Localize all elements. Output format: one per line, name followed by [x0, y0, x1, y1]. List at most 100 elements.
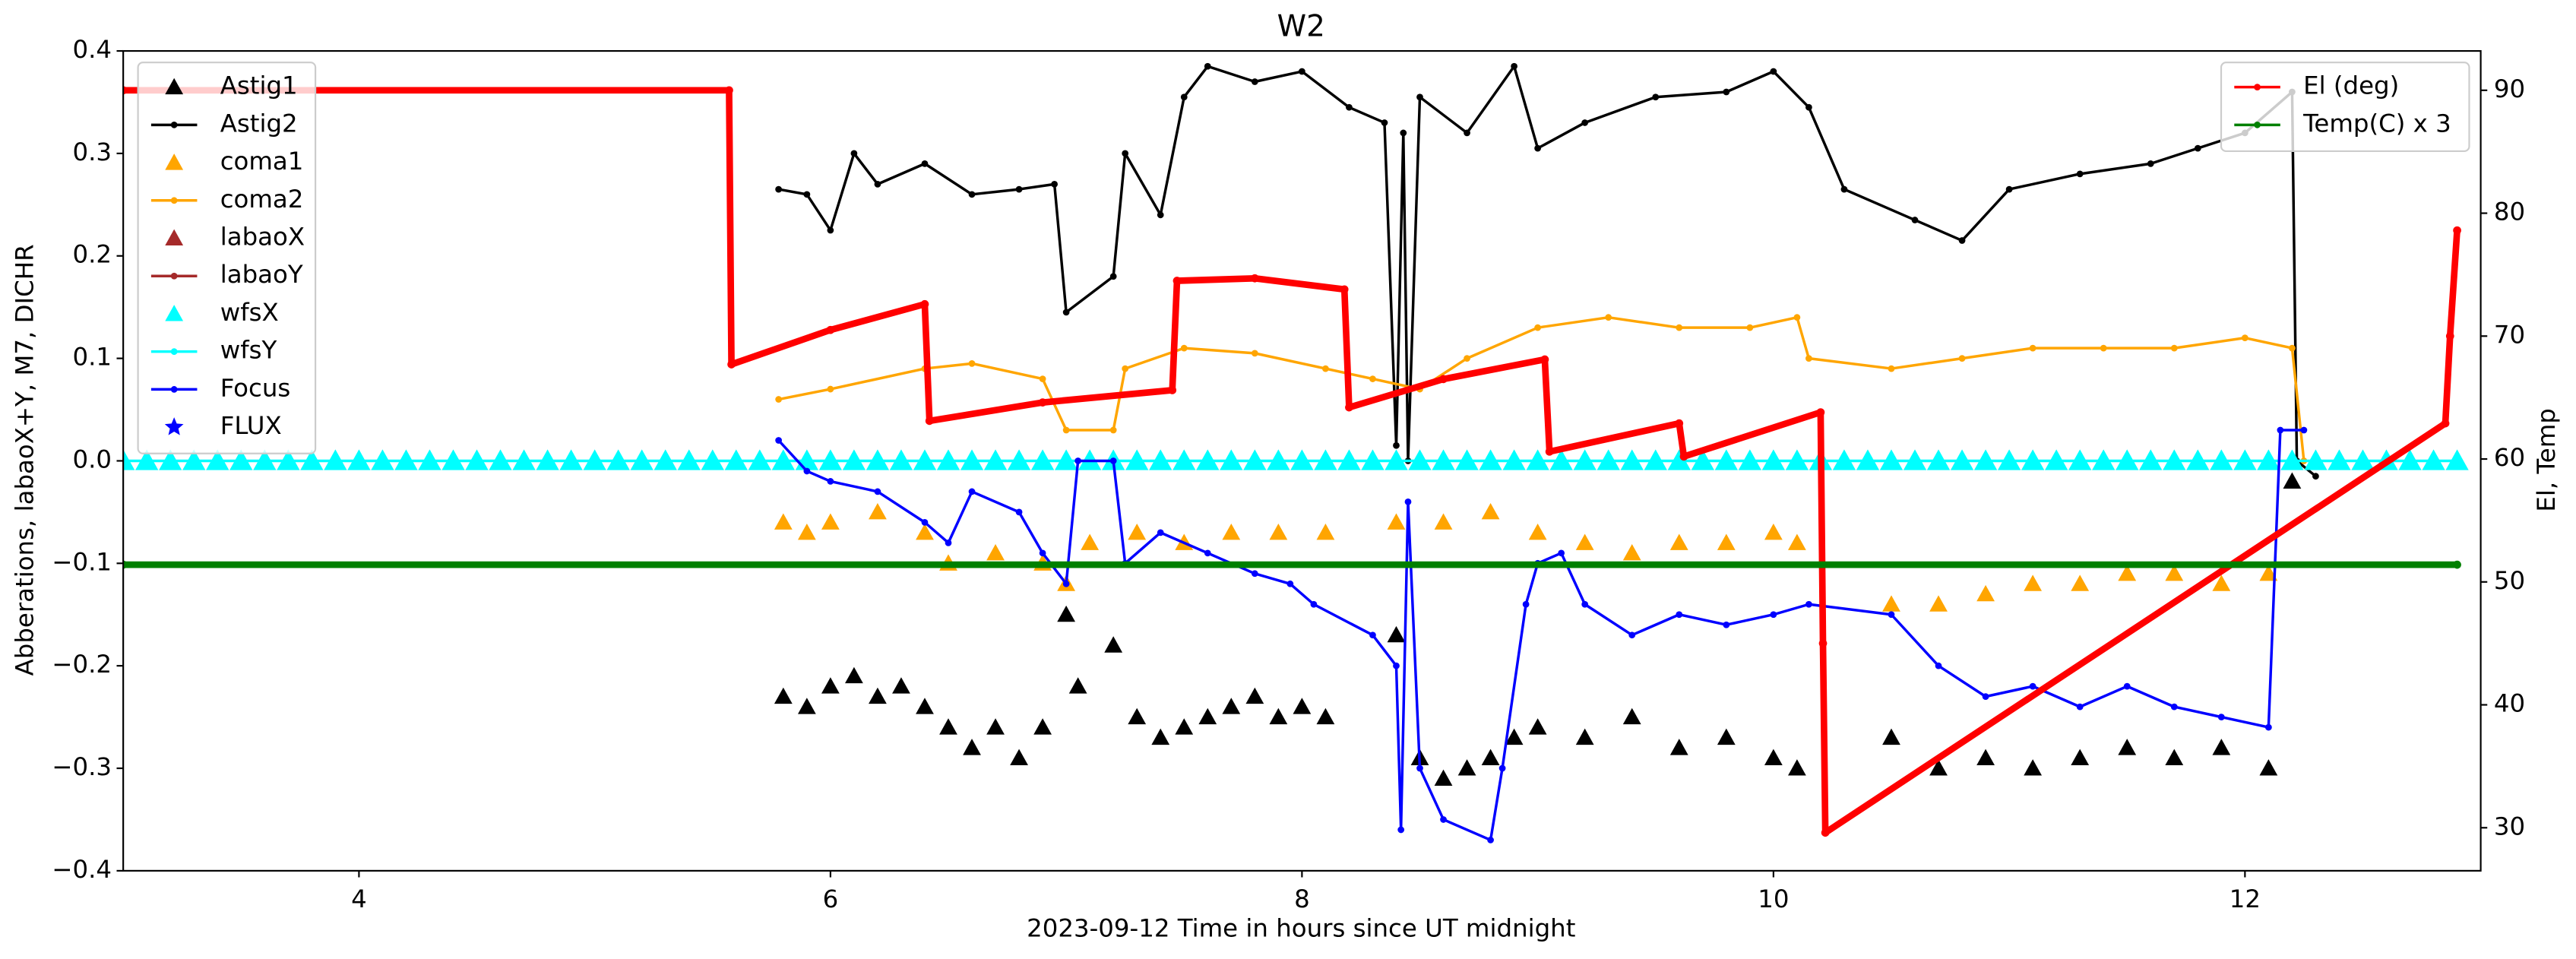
triangle-marker [939, 718, 957, 735]
dot-marker [1393, 662, 1400, 669]
legend-label: Temp(C) x 3 [2302, 109, 2451, 138]
dot-marker [1652, 93, 1660, 101]
dot-marker [2241, 334, 2248, 342]
x-tick-label: 10 [1758, 885, 1789, 913]
triangle-marker [1575, 728, 1594, 745]
triangle-marker [1222, 698, 1241, 714]
triangle-marker [2024, 574, 2043, 591]
dot-marker [170, 348, 178, 356]
dot-marker [1464, 355, 1470, 362]
dot-marker [1340, 285, 1349, 294]
triangle-marker [2259, 759, 2278, 776]
triangle-marker [1198, 707, 1217, 725]
triangle-marker [2118, 564, 2137, 581]
legend-label: wfsX [220, 298, 279, 327]
triangle-marker [2024, 759, 2043, 776]
dot-marker [1440, 816, 1447, 823]
triangle-marker [165, 229, 184, 246]
triangle-marker [869, 502, 887, 520]
star-marker [164, 417, 184, 435]
dot-marker [1109, 273, 1117, 280]
dot-marker [968, 488, 976, 495]
dot-marker [1581, 600, 1589, 608]
y-tick-label: −0.2 [52, 650, 112, 679]
dot-marker [2217, 714, 2225, 720]
triangle-marker [2165, 564, 2184, 581]
triangle-marker [821, 513, 840, 530]
dot-marker [1404, 498, 1412, 505]
dot-marker [2029, 682, 2036, 690]
dot-marker [1122, 150, 1129, 157]
y-tick-label: 0.4 [72, 35, 112, 64]
triangle-marker [821, 677, 840, 694]
y-tick-label: 0.3 [72, 138, 112, 166]
triangle-marker [2283, 472, 2302, 489]
dot-marker [925, 416, 934, 426]
triangle-marker [1882, 728, 1900, 745]
triangle-marker [1764, 749, 1783, 766]
dot-marker [1605, 314, 1612, 321]
triangle-marker [986, 718, 1005, 735]
legend-label: Astig2 [220, 109, 298, 138]
dot-marker [1416, 93, 1423, 101]
y-tick-label: 0.1 [72, 343, 112, 372]
legend: El (deg) Temp(C) x 3 [2220, 62, 2470, 153]
dot-marker [1062, 580, 1070, 587]
dot-marker [1522, 600, 1530, 608]
dot-marker [2170, 703, 2178, 711]
dot-marker [1821, 828, 1830, 837]
triangle-marker [1669, 739, 1688, 755]
dot-marker [1534, 324, 1542, 331]
triangle-marker [1081, 533, 1100, 550]
legend: Astig1 Astig2 coma1 coma2 labaoX labaoY wfsX wf… [137, 62, 317, 454]
y-tick-label: 0.2 [72, 240, 112, 269]
triangle-marker [797, 523, 816, 540]
dot-marker [1322, 365, 1329, 372]
triangle-marker [1481, 749, 1500, 766]
dot-marker [1816, 408, 1825, 416]
triangle-marker [1434, 769, 1453, 787]
triangle-marker [1457, 759, 1476, 776]
dot-marker [170, 272, 178, 280]
dot-marker [827, 385, 834, 393]
dot-marker [968, 359, 976, 367]
legend-label: labaoY [220, 260, 303, 289]
dot-marker [1400, 129, 1407, 137]
y2-tick-label: 70 [2494, 320, 2525, 349]
dot-marker [1062, 426, 1070, 434]
triangle-marker [2212, 739, 2231, 755]
y2-tick-label: 30 [2494, 812, 2525, 840]
dot-marker [1840, 185, 1848, 193]
chart-title: W2 [1277, 9, 1325, 43]
dot-marker [1679, 452, 1688, 461]
dot-marker [1345, 403, 1353, 412]
y2-tick-label: 50 [2494, 566, 2525, 595]
triangle-marker [1387, 513, 1406, 530]
triangle-marker [1387, 625, 1406, 643]
dot-marker [874, 488, 881, 495]
dot-marker [1074, 457, 1082, 464]
triangle-marker [916, 698, 934, 714]
dot-marker [1204, 62, 1211, 70]
triangle-marker [2071, 574, 2090, 591]
triangle-marker [1505, 728, 1524, 745]
dot-marker [1746, 324, 1754, 331]
dot-marker [2029, 344, 2036, 352]
dot-marker [2300, 426, 2308, 434]
dot-marker [1310, 600, 1318, 608]
dot-marker [1534, 144, 1542, 152]
triangle-marker [1528, 523, 1547, 540]
dot-marker [827, 226, 834, 234]
legend-label: coma1 [220, 147, 304, 176]
triangle-marker [1068, 677, 1087, 694]
triangle-marker [2259, 564, 2278, 581]
dot-marker [1393, 442, 1400, 449]
dot-marker [874, 180, 881, 188]
dot-marker [727, 360, 736, 369]
dot-marker [1397, 826, 1405, 834]
dot-marker [2170, 344, 2178, 352]
series-line [778, 65, 2317, 478]
legend-label: wfsY [220, 336, 277, 365]
